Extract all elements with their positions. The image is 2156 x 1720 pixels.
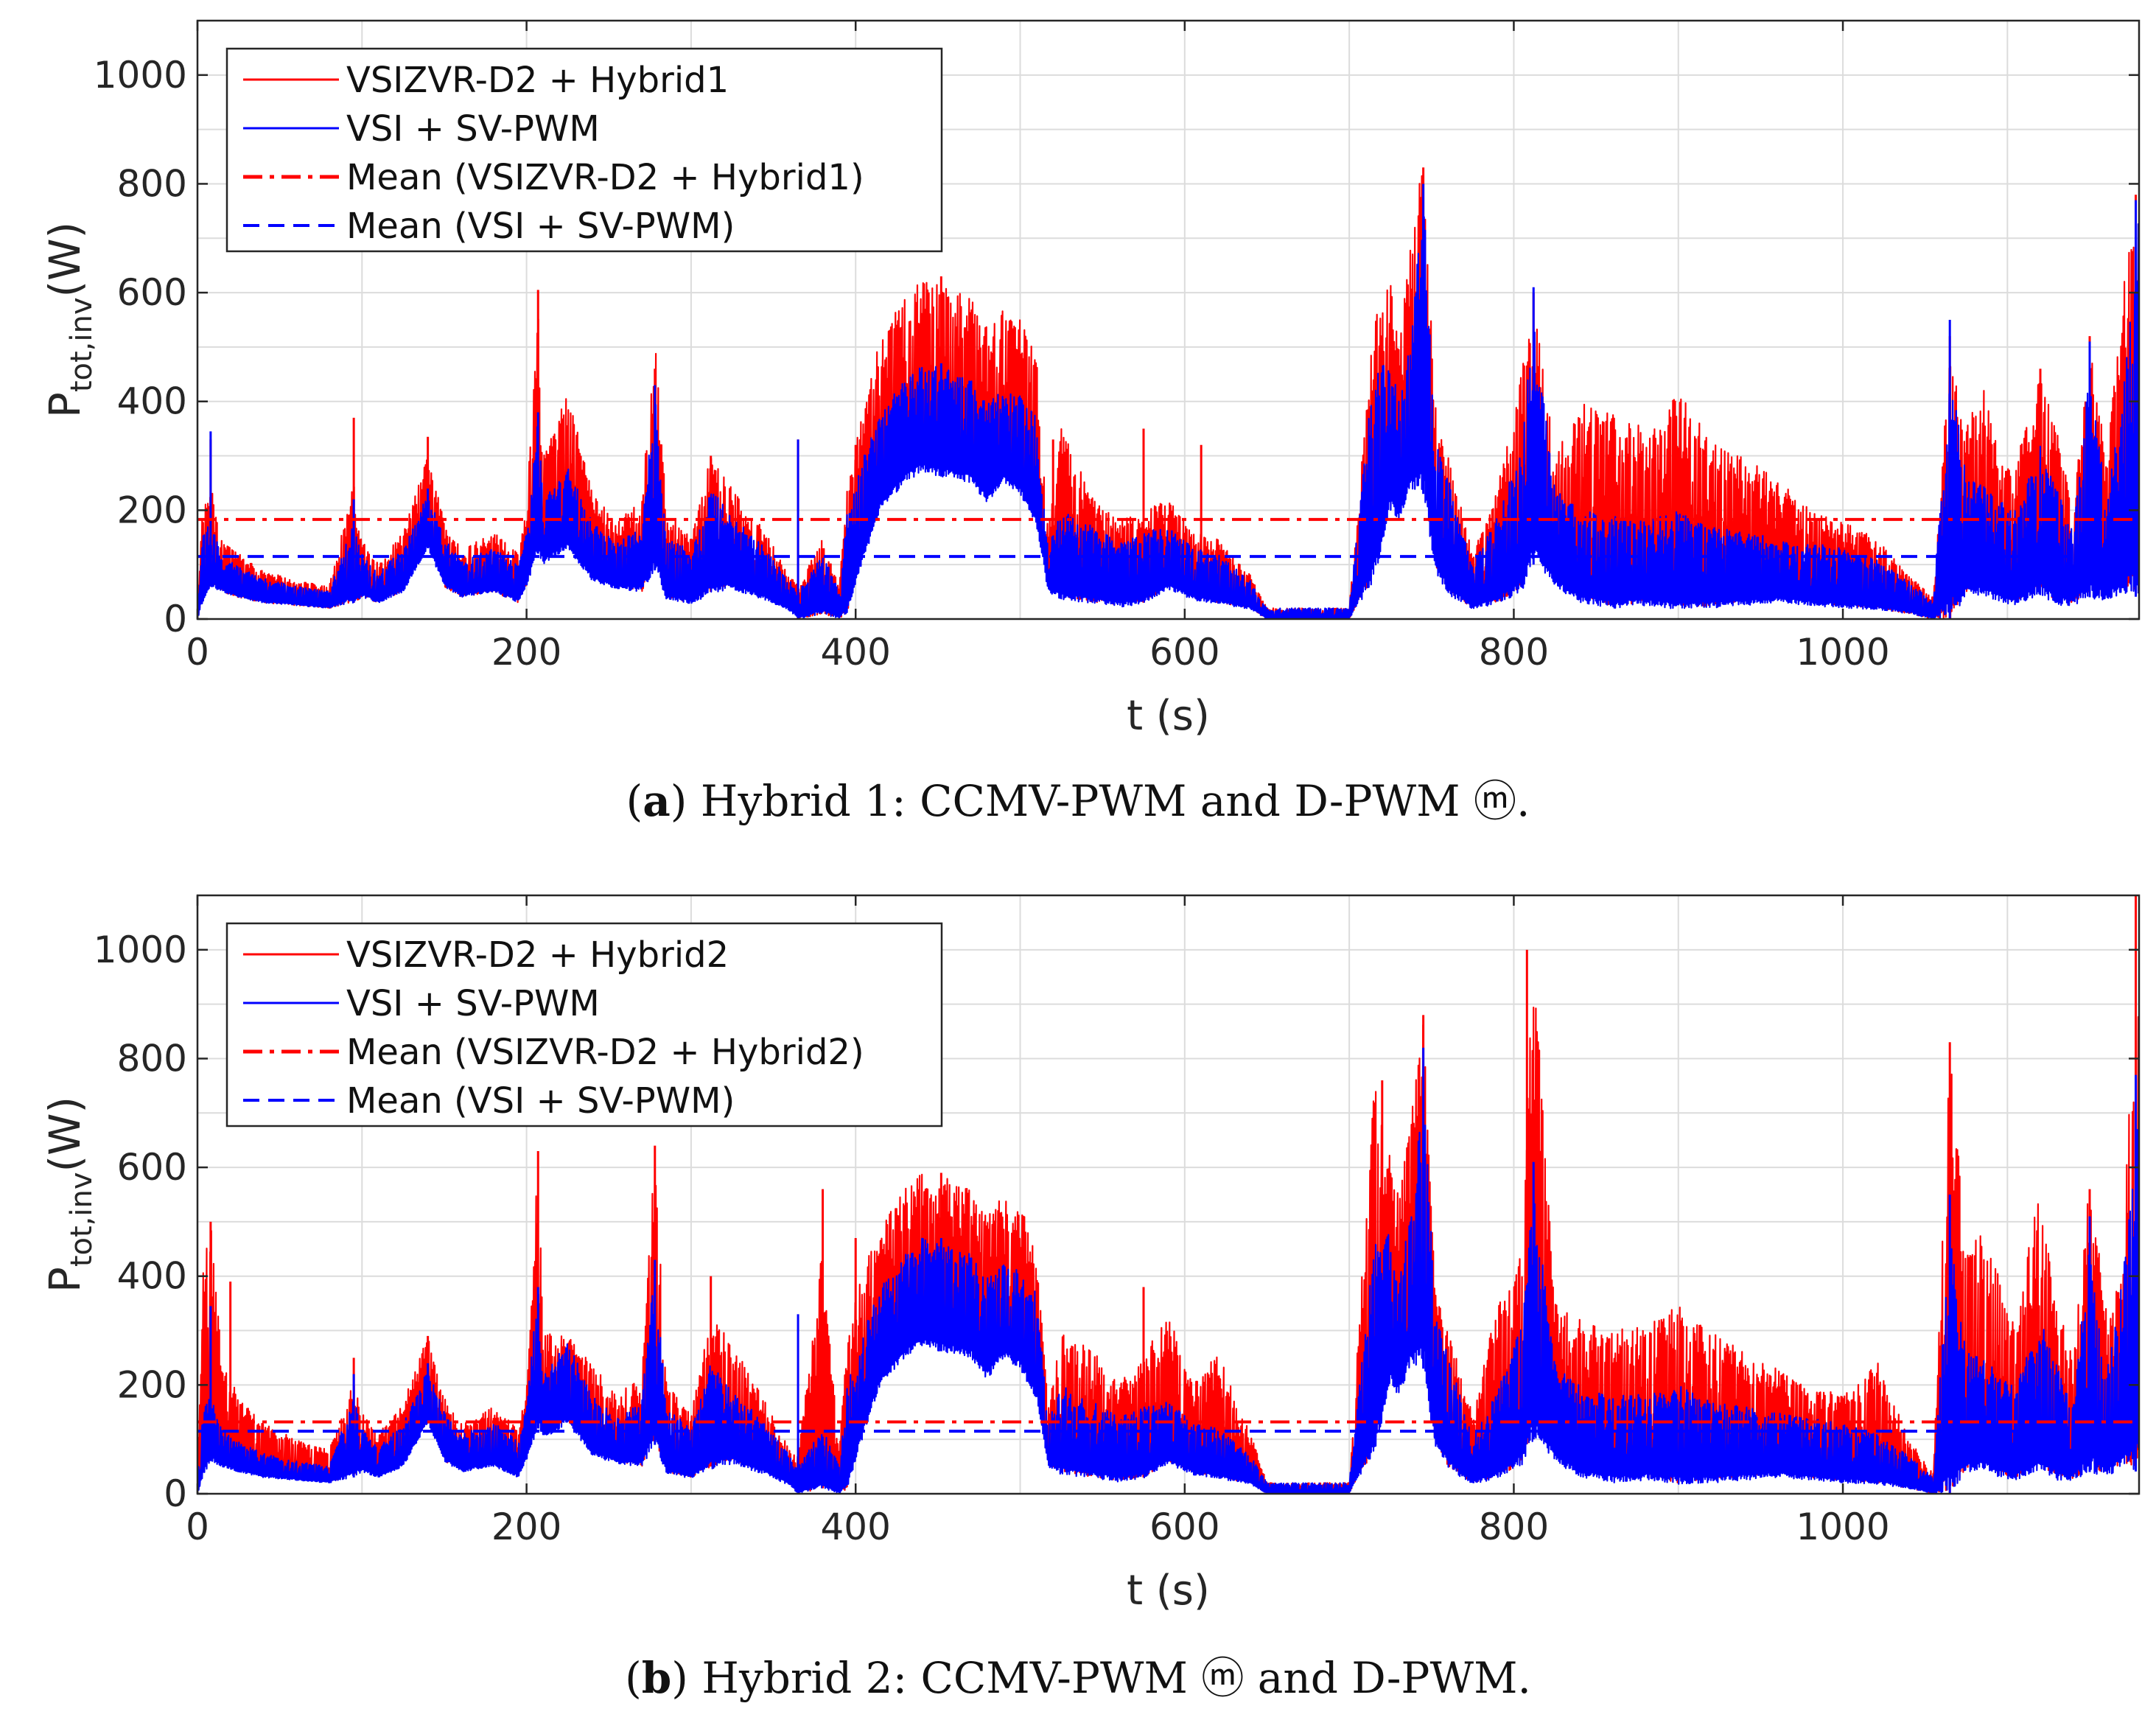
series-0-1-trace <box>197 216 2139 619</box>
data-layer <box>197 895 2139 1494</box>
x-tick-label: 600 <box>1149 1506 1219 1548</box>
legend-box <box>225 47 943 253</box>
caption-a-text: Hybrid 1: CCMV-PWM and D-PWM ⓜ. <box>700 776 1530 826</box>
caption-a-label: a <box>643 776 671 826</box>
y-tick-label: 0 <box>164 1472 187 1515</box>
y-tick-label: 200 <box>117 489 187 531</box>
chart-panel-b: 0 200 400 600 800 1000 0 200 400 600 800 1000 t (s) P… <box>40 894 2141 1615</box>
x-tick-label: 600 <box>1149 631 1219 674</box>
x-axis-label: t (s) <box>1127 1567 1210 1615</box>
y-axis-label-main: P <box>40 1267 90 1293</box>
x-tick-label: 0 <box>186 631 209 674</box>
y-tick-label: 800 <box>117 162 187 205</box>
y-tick-label: 0 <box>164 598 187 640</box>
legend-box <box>225 922 943 1128</box>
series-1-1-trace <box>197 1125 2139 1494</box>
y-axis-label: Ptot,inv(W) <box>40 222 99 418</box>
legend-label-3: Mean (VSI + SV-PWM) <box>346 206 735 247</box>
x-tick-label: 1000 <box>1796 631 1889 674</box>
caption-a: (a) Hybrid 1: CCMV-PWM and D-PWM ⓜ. <box>626 776 1530 826</box>
y-axis-label-unit: (W) <box>40 222 90 298</box>
x-tick-label: 1000 <box>1796 1506 1889 1548</box>
legend-label-0: VSIZVR-D2 + Hybrid2 <box>346 934 729 976</box>
y-tick-label: 600 <box>117 271 187 314</box>
y-axis-label-sub: tot,inv <box>65 297 99 392</box>
x-tick-label: 400 <box>821 1506 891 1548</box>
legend-label-1: VSI + SV-PWM <box>346 983 600 1024</box>
legend-label-1: VSI + SV-PWM <box>346 108 600 150</box>
axes-box <box>196 894 2141 1495</box>
y-tick-label: 200 <box>117 1363 187 1406</box>
legend: VSIZVR-D2 + Hybrid2 VSI + SV-PWM Mean (VSI… <box>225 922 943 1128</box>
caption-b-text: Hybrid 2: CCMV-PWM ⓜ and D-PWM. <box>701 1653 1531 1703</box>
caption-b: (b) Hybrid 2: CCMV-PWM ⓜ and D-PWM. <box>625 1653 1531 1703</box>
y-tick-label: 1000 <box>94 54 187 97</box>
legend-label-2: Mean (VSIZVR-D2 + Hybrid2) <box>346 1032 864 1073</box>
legend: VSIZVR-D2 + Hybrid1 VSI + SV-PWM Mean (VSI… <box>225 47 943 253</box>
legend-label-0: VSIZVR-D2 + Hybrid1 <box>346 60 729 101</box>
y-axis-label-unit: (W) <box>40 1097 90 1172</box>
y-axis-label: Ptot,inv(W) <box>40 1097 99 1293</box>
y-tick-label: 800 <box>117 1037 187 1080</box>
y-tick-label: 400 <box>117 380 187 423</box>
x-tick-label: 200 <box>491 631 561 674</box>
axes-box <box>196 19 2141 620</box>
y-axis-label-sub: tot,inv <box>65 1172 99 1267</box>
x-tick-label: 400 <box>821 631 891 674</box>
y-tick-label: 600 <box>117 1146 187 1189</box>
x-axis-label: t (s) <box>1127 692 1210 740</box>
y-axis-label-main: P <box>40 392 90 418</box>
x-tick-label: 800 <box>1479 631 1549 674</box>
legend-label-3: Mean (VSI + SV-PWM) <box>346 1080 735 1122</box>
x-tick-label: 200 <box>491 1506 561 1548</box>
ticks <box>196 895 2139 1495</box>
y-tick-label: 1000 <box>94 929 187 971</box>
legend-label-2: Mean (VSIZVR-D2 + Hybrid1) <box>346 157 864 198</box>
y-tick-label: 400 <box>117 1255 187 1298</box>
x-tick-label: 0 <box>186 1506 209 1548</box>
chart-panel-a: 0 200 400 600 800 1000 0 200 400 600 800 1000 t (s) P… <box>40 19 2141 740</box>
x-tick-label: 800 <box>1479 1506 1549 1548</box>
ticks <box>196 21 2139 620</box>
caption-b-label: b <box>641 1653 672 1703</box>
data-layer <box>197 167 2139 619</box>
